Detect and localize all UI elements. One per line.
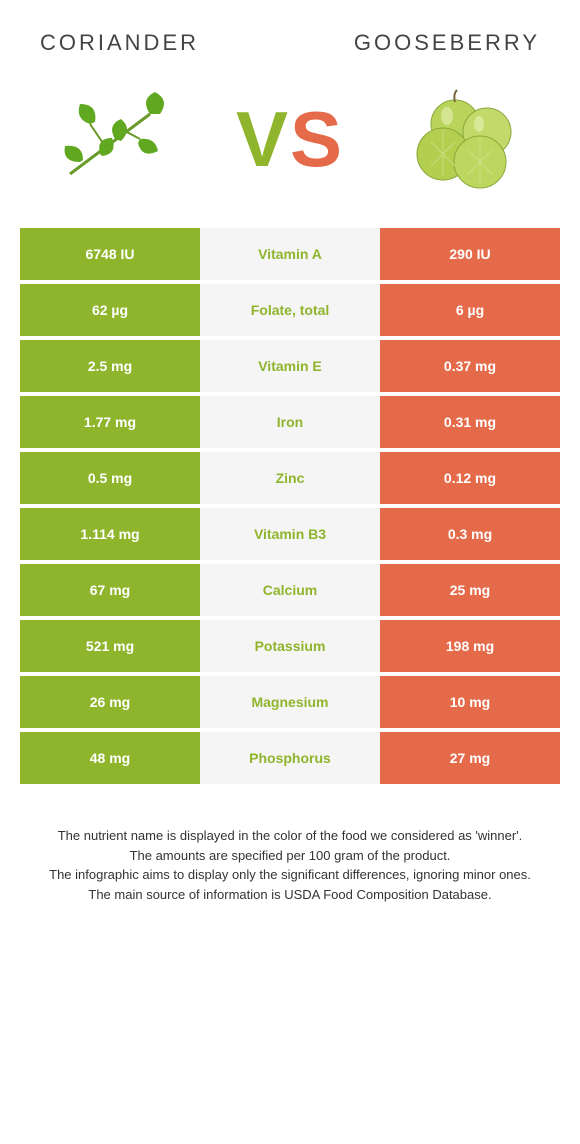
- table-row: 6748 IUVitamin A290 IU: [20, 228, 560, 280]
- footnote-line: The nutrient name is displayed in the co…: [30, 826, 550, 846]
- footnote-line: The amounts are specified per 100 gram o…: [30, 846, 550, 866]
- left-value-cell: 521 mg: [20, 620, 200, 672]
- left-value-cell: 62 µg: [20, 284, 200, 336]
- right-value-cell: 6 µg: [380, 284, 560, 336]
- table-row: 26 mgMagnesium10 mg: [20, 676, 560, 728]
- left-value-cell: 6748 IU: [20, 228, 200, 280]
- footnote-line: The main source of information is USDA F…: [30, 885, 550, 905]
- right-value-cell: 10 mg: [380, 676, 560, 728]
- nutrient-label-cell: Magnesium: [200, 676, 380, 728]
- right-value-cell: 27 mg: [380, 732, 560, 784]
- right-value-cell: 0.37 mg: [380, 340, 560, 392]
- right-value-cell: 198 mg: [380, 620, 560, 672]
- gooseberry-icon: [395, 84, 530, 194]
- nutrient-label-cell: Zinc: [200, 452, 380, 504]
- vs-row: VS: [20, 64, 560, 224]
- table-row: 67 mgCalcium25 mg: [20, 564, 560, 616]
- left-value-cell: 0.5 mg: [20, 452, 200, 504]
- right-value-cell: 25 mg: [380, 564, 560, 616]
- nutrient-label-cell: Folate, total: [200, 284, 380, 336]
- header-row: CORIANDER GOOSEBERRY: [20, 30, 560, 64]
- footnote-line: The infographic aims to display only the…: [30, 865, 550, 885]
- table-row: 62 µgFolate, total6 µg: [20, 284, 560, 336]
- table-row: 48 mgPhosphorus27 mg: [20, 732, 560, 784]
- nutrient-label-cell: Vitamin A: [200, 228, 380, 280]
- nutrient-label-cell: Phosphorus: [200, 732, 380, 784]
- infographic-page: CORIANDER GOOSEBERRY VS: [0, 0, 580, 1144]
- coriander-icon: [50, 84, 185, 194]
- left-value-cell: 67 mg: [20, 564, 200, 616]
- nutrient-label-cell: Vitamin B3: [200, 508, 380, 560]
- nutrient-label-cell: Iron: [200, 396, 380, 448]
- footnote: The nutrient name is displayed in the co…: [20, 788, 560, 914]
- right-food-title: GOOSEBERRY: [354, 30, 540, 56]
- vs-v: V: [236, 95, 290, 183]
- right-value-cell: 0.12 mg: [380, 452, 560, 504]
- comparison-table: 6748 IUVitamin A290 IU62 µgFolate, total…: [20, 224, 560, 788]
- table-row: 521 mgPotassium198 mg: [20, 620, 560, 672]
- vs-label: VS: [236, 94, 344, 185]
- left-value-cell: 2.5 mg: [20, 340, 200, 392]
- left-food-title: CORIANDER: [40, 30, 199, 56]
- nutrient-label-cell: Calcium: [200, 564, 380, 616]
- left-value-cell: 1.77 mg: [20, 396, 200, 448]
- comparison-tbody: 6748 IUVitamin A290 IU62 µgFolate, total…: [20, 228, 560, 784]
- left-value-cell: 26 mg: [20, 676, 200, 728]
- left-value-cell: 1.114 mg: [20, 508, 200, 560]
- right-value-cell: 0.3 mg: [380, 508, 560, 560]
- table-row: 1.114 mgVitamin B30.3 mg: [20, 508, 560, 560]
- nutrient-label-cell: Vitamin E: [200, 340, 380, 392]
- vs-s: S: [290, 95, 344, 183]
- right-value-cell: 290 IU: [380, 228, 560, 280]
- left-value-cell: 48 mg: [20, 732, 200, 784]
- right-value-cell: 0.31 mg: [380, 396, 560, 448]
- table-row: 2.5 mgVitamin E0.37 mg: [20, 340, 560, 392]
- nutrient-label-cell: Potassium: [200, 620, 380, 672]
- table-row: 1.77 mgIron0.31 mg: [20, 396, 560, 448]
- table-row: 0.5 mgZinc0.12 mg: [20, 452, 560, 504]
